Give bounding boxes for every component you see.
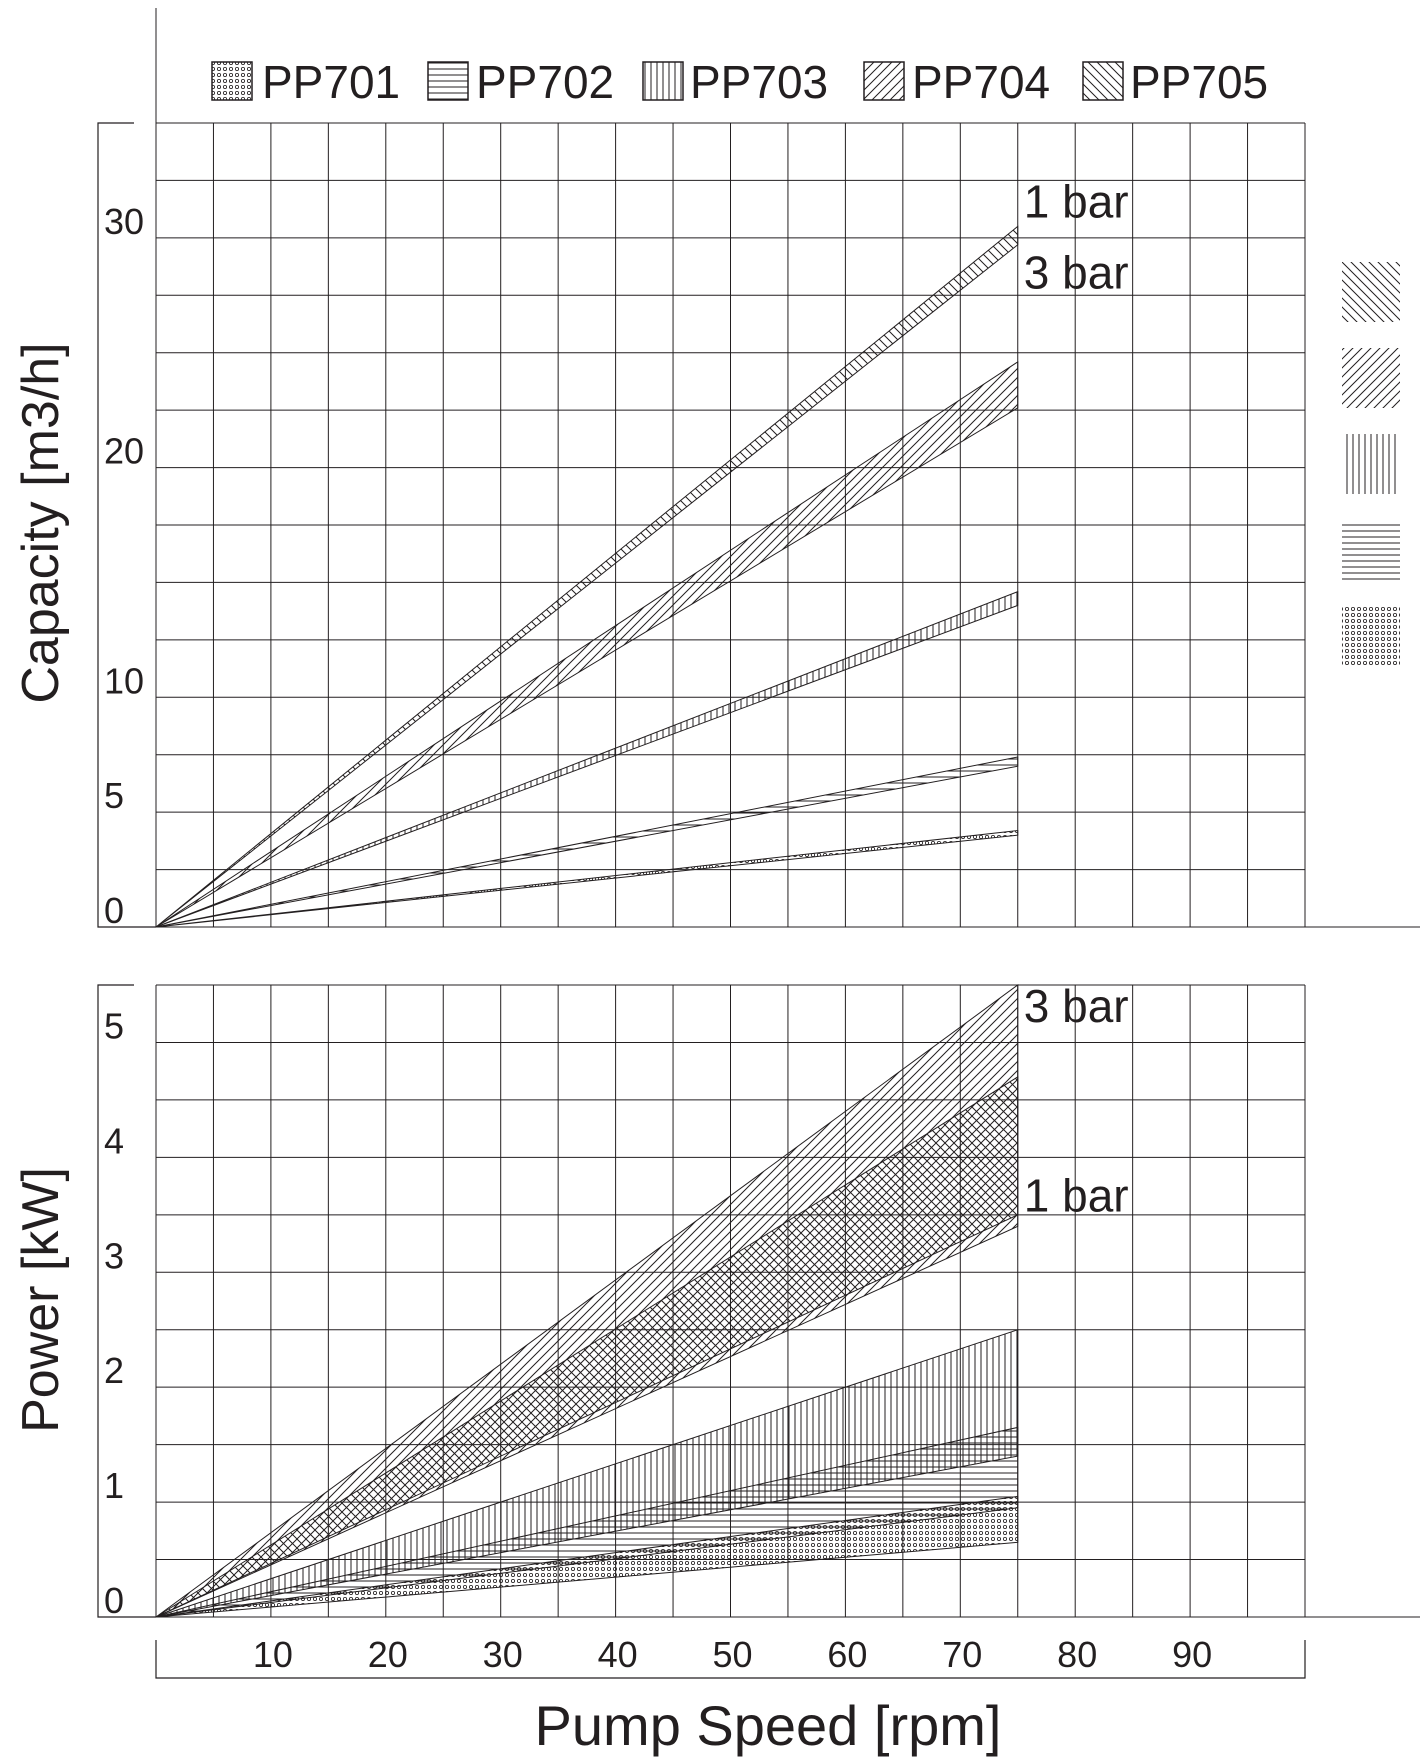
band-pp702	[155, 756, 1019, 928]
y-tick-label: 1	[104, 1465, 124, 1506]
legend-label: PP703	[690, 56, 828, 108]
y-tick-label: 3	[104, 1235, 124, 1276]
y-tick-label: 5	[104, 775, 124, 816]
y-axis-frame	[97, 984, 156, 1618]
legend-swatch-pp705	[1082, 61, 1124, 101]
y-tick-label: 20	[104, 431, 144, 472]
band-pp703	[155, 590, 1019, 928]
x-tick-label: 50	[712, 1634, 752, 1675]
power-axis-label: Power [kW]	[12, 1167, 70, 1433]
bar-annotation: 1 bar	[1024, 1170, 1129, 1222]
y-tick-label: 2	[104, 1350, 124, 1391]
y-tick-label: 10	[104, 660, 144, 701]
y-tick-label: 30	[104, 201, 144, 242]
x-axis: 10 20 30 40 50 60 70 80 90	[155, 1634, 1306, 1679]
side-pattern-key	[1342, 262, 1400, 666]
legend-item-pp701: PP701	[211, 56, 400, 108]
side-swatch-pp704	[1342, 348, 1400, 408]
side-swatch-pp702	[1342, 520, 1400, 580]
y-tick-label: 0	[104, 890, 124, 931]
legend-label: PP705	[1130, 56, 1268, 108]
side-swatch-pp705	[1342, 262, 1400, 322]
side-swatch-pp701	[1342, 606, 1400, 666]
x-axis-label: Pump Speed [rpm]	[535, 1694, 1002, 1757]
x-tick-label: 80	[1057, 1634, 1097, 1675]
legend-item-pp703: PP703	[642, 56, 828, 108]
legend-item-pp705: PP705	[1082, 56, 1268, 108]
band-pp704	[155, 360, 1019, 928]
legend-swatch-pp704	[863, 61, 905, 101]
y-tick-label: 5	[104, 1005, 124, 1046]
y-tick-label: 4	[104, 1120, 124, 1161]
legend-label: PP702	[476, 56, 614, 108]
legend-swatch-pp702	[427, 61, 469, 101]
x-tick-label: 70	[942, 1634, 982, 1675]
legend-label: PP704	[912, 56, 1050, 108]
capacity-axis-label: Capacity [m3/h]	[12, 342, 70, 703]
x-tick-label: 90	[1172, 1634, 1212, 1675]
band-pp705	[155, 225, 1019, 928]
y-tick-label: 0	[104, 1580, 124, 1621]
band-pp703	[155, 1329, 1019, 1618]
bar-annotation: 1 bar	[1024, 175, 1129, 227]
legend-label: PP701	[262, 56, 400, 108]
side-swatch-pp703	[1342, 434, 1400, 494]
legend: PP701 PP702 PP703 PP704 PP705	[211, 56, 1268, 108]
grid	[155, 122, 1306, 928]
x-tick-label: 10	[253, 1634, 293, 1675]
bar-annotation: 3 bar	[1024, 247, 1129, 299]
x-tick-label: 40	[598, 1634, 638, 1675]
x-tick-label: 20	[368, 1634, 408, 1675]
legend-item-pp702: PP702	[427, 56, 614, 108]
power-panel: 0 1 2 3 4 5 3 bar 1 bar	[97, 980, 1420, 1621]
band-pp701	[155, 829, 1019, 928]
legend-item-pp704: PP704	[863, 56, 1050, 108]
x-tick-label: 30	[483, 1634, 523, 1675]
bar-annotation: 3 bar	[1024, 980, 1129, 1032]
legend-swatch-pp703	[642, 61, 684, 101]
x-tick-label: 60	[827, 1634, 867, 1675]
legend-swatch-pp701	[211, 61, 253, 101]
x-axis-frame	[155, 1640, 1306, 1679]
capacity-panel: 0 5 10 20 30 1 bar 3 bar	[97, 8, 1420, 931]
y-axis-frame	[97, 122, 156, 928]
band-pp705	[155, 1076, 1019, 1618]
